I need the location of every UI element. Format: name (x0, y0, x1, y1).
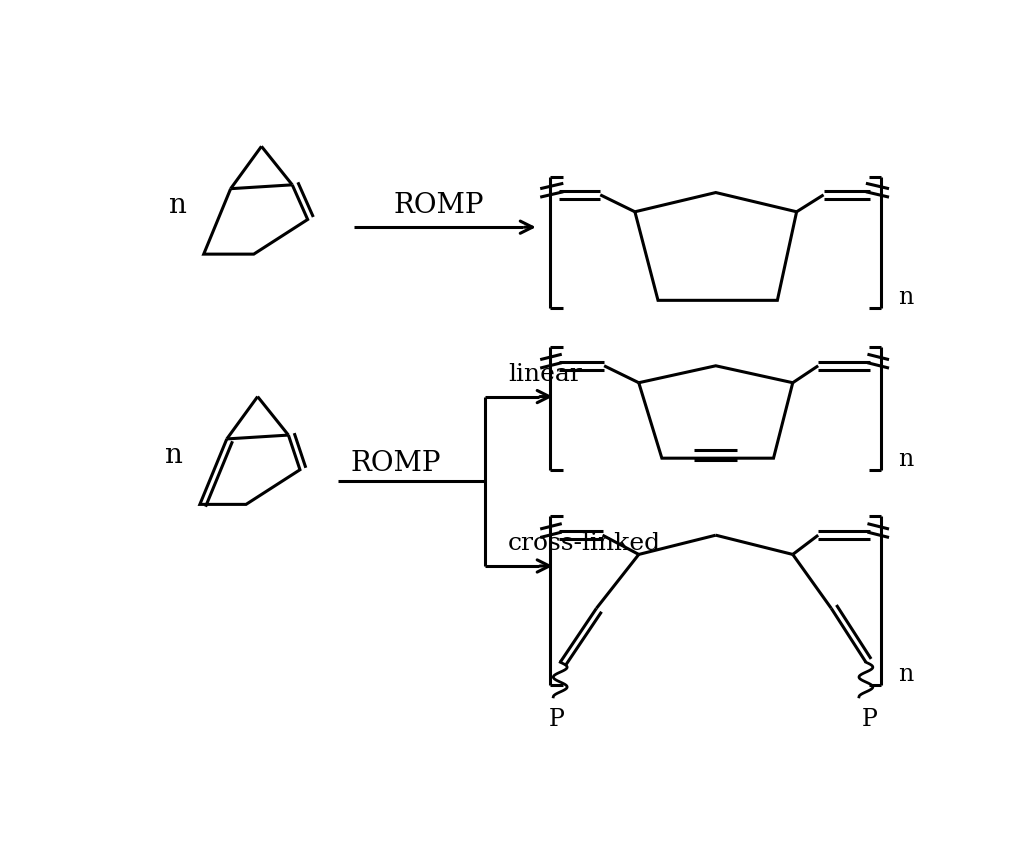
Text: P: P (862, 707, 878, 730)
Text: n: n (898, 447, 913, 470)
Text: cross-linked: cross-linked (508, 532, 660, 554)
Text: P: P (549, 707, 564, 730)
Text: ROMP: ROMP (393, 191, 483, 219)
Text: n: n (898, 663, 913, 685)
Text: n: n (164, 442, 182, 468)
Text: n: n (168, 191, 185, 219)
Text: n: n (898, 286, 913, 309)
Text: ROMP: ROMP (351, 449, 441, 476)
Text: linear: linear (508, 362, 582, 386)
